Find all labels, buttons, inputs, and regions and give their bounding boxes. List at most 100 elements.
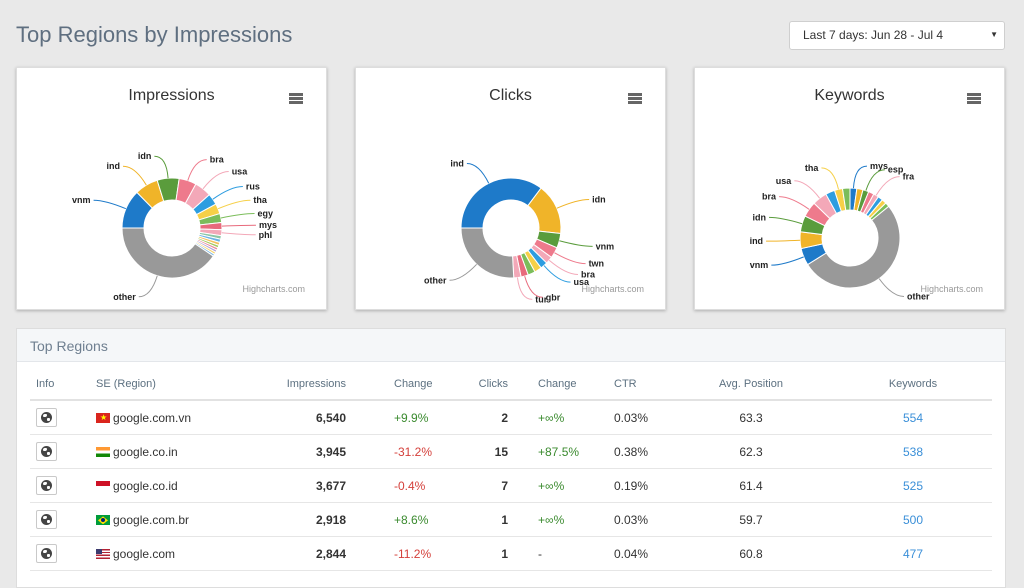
pie-connector-idn [556,199,590,209]
pie-label-ind: ind [750,236,764,246]
pie-label-usa: usa [776,176,793,186]
chart-menu-icon[interactable] [289,93,303,104]
clicks-change-cell: - [514,536,596,571]
table-row: ★ google.com.vn 6,540 +9.9% 2 +∞% 0.03% 63.3 554 [30,400,992,435]
pie-label-egy: egy [258,209,274,219]
col-header-keywords[interactable]: Keywords [834,369,992,401]
pie-connector-bra [187,159,207,181]
info-cell [30,434,90,469]
pie-connector-vnm [559,240,593,247]
pie-label-other: other [113,292,136,302]
pie-connector-esp [865,169,885,191]
col-header-clicks-change[interactable]: Change [514,369,596,401]
pie-connector-fra [875,176,900,196]
globe-icon-button[interactable] [36,510,57,529]
impressions-change-cell: +8.6% [352,502,448,537]
pie-connector-ind [122,165,147,186]
keywords-link[interactable]: 477 [834,536,992,571]
avg-position-cell: 63.3 [668,400,834,435]
pie-label-esp: esp [888,165,904,175]
pie-label-bra: bra [762,192,777,202]
clicks-change-cell: +87.5% [514,434,596,469]
pie-label-other: other [907,291,930,301]
chart-menu-icon[interactable] [967,93,981,104]
col-header-info[interactable]: Info [30,369,90,401]
clicks-cell: 15 [448,434,514,469]
date-range-select[interactable]: Last 7 days: Jun 28 - Jul 4 ▼ [789,21,1005,50]
chevron-down-icon: ▼ [990,30,998,39]
avg-position-cell: 61.4 [668,468,834,503]
pie-label-vnm: vnm [72,195,91,205]
col-header-impressions[interactable]: Impressions [248,369,352,401]
impressions-cell: 3,677 [248,468,352,503]
ctr-cell: 0.19% [596,468,668,503]
pie-connector-tur [516,277,533,300]
ctr-cell: 0.03% [596,400,668,435]
pie-slice-ind[interactable] [460,177,542,229]
page-title: Top Regions by Impressions [16,22,293,47]
region-cell: google.co.id [90,468,248,503]
col-header-ctr[interactable]: CTR [596,369,668,401]
pie-slice-other[interactable] [460,227,515,279]
col-header-clicks[interactable]: Clicks [448,369,514,401]
pie-label-idn: idn [138,151,152,161]
pie-label-tha: tha [805,163,819,173]
keywords-link[interactable]: 554 [834,400,992,435]
pie-label-usa: usa [574,277,591,287]
pie-label-tur: tur [535,294,547,304]
pie-slice-other[interactable] [806,205,901,289]
impressions-change-cell: -11.2% [352,536,448,571]
highcharts-credit-link[interactable]: Highcharts.com [242,284,305,294]
pie-connector-ind [466,163,490,184]
region-cell: google.co.in [90,434,248,469]
pie-label-mys: mys [870,161,888,171]
pie-connector-vnm [771,256,804,266]
pie-label-phl: phl [259,230,273,240]
pie-connector-vnm [93,199,127,210]
pie-connector-rus [212,186,243,200]
pie-label-fra: fra [903,172,915,182]
impressions-change-cell: +9.9% [352,400,448,435]
region-cell: ★ google.com.vn [90,400,248,435]
pie-label-idn: idn [753,212,767,222]
impressions-cell: 6,540 [248,400,352,435]
globe-icon-button[interactable] [36,442,57,461]
info-cell [30,536,90,571]
pie-connector-idn [154,155,169,179]
col-header-impressions-change[interactable]: Change [352,369,448,401]
impressions-chart-card: vnm ind idn bra usa rus tha egy mys phl other Impr… [16,67,327,310]
region-cell: google.com.br [90,502,248,537]
pie-label-rus: rus [246,182,260,192]
col-header-avg-position[interactable]: Avg. Position [668,369,834,401]
pie-slice[interactable] [841,187,851,211]
avg-position-cell: 59.7 [668,502,834,537]
region-name: google.com [113,546,176,561]
clicks-chart-title: Clicks [489,87,532,104]
highcharts-credit-link[interactable]: Highcharts.com [581,284,644,294]
pie-connector-usa [202,171,229,190]
keywords-link[interactable]: 500 [834,502,992,537]
col-header-se-region[interactable]: SE (Region) [90,369,248,401]
chart-menu-icon[interactable] [628,93,642,104]
info-cell [30,468,90,503]
keywords-chart-title: Keywords [814,87,885,104]
globe-icon-button[interactable] [36,476,57,495]
ctr-cell: 0.03% [596,502,668,537]
keywords-link[interactable]: 538 [834,434,992,469]
ctr-cell: 0.38% [596,434,668,469]
highcharts-credit-link[interactable]: Highcharts.com [920,284,983,294]
top-regions-table: Info SE (Region) Impressions Change Clic… [30,369,992,571]
pie-label-bra: bra [581,270,596,280]
keywords-link[interactable]: 525 [834,468,992,503]
globe-icon-button[interactable] [36,408,57,427]
region-cell: google.com [90,536,248,571]
pie-connector-twn [554,252,586,265]
clicks-change-cell: +∞% [514,400,596,435]
pie-slice-other[interactable] [121,227,215,279]
clicks-cell: 1 [448,536,514,571]
clicks-cell: 2 [448,400,514,435]
globe-icon-button[interactable] [36,544,57,563]
flag-us-icon [96,549,110,560]
